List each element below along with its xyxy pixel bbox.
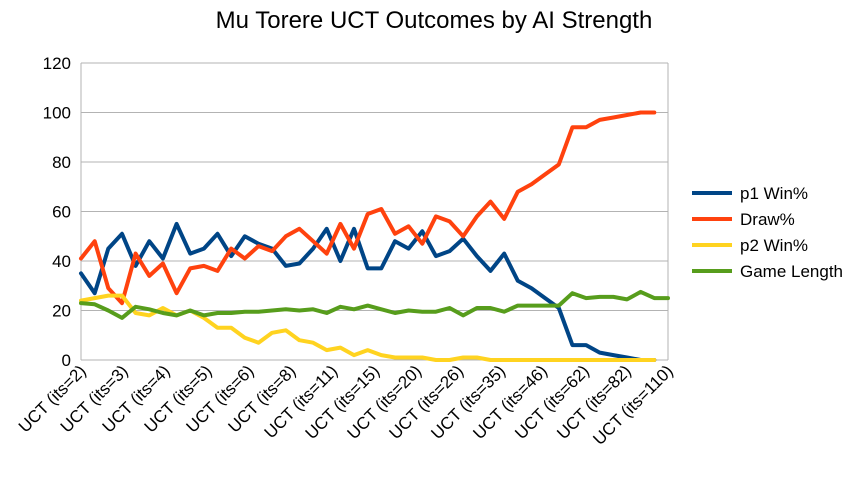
y-tick-label: 100	[43, 104, 71, 123]
y-tick-label: 40	[52, 252, 71, 271]
series-line-draw-	[79, 110, 657, 306]
legend-label: Game Length	[740, 262, 843, 281]
series-line-game-length	[79, 289, 670, 320]
gridlines	[80, 62, 669, 361]
x-axis-ticks: UCT (its=2)UCT (its=3)UCT (its=4)UCT (it…	[15, 361, 677, 448]
y-axis-ticks: 0 20 40 60 80 100 120	[43, 54, 71, 370]
chart-title: Mu Torere UCT Outcomes by AI Strength	[216, 7, 653, 34]
legend: p1 Win% Draw% p2 Win% Game Length	[692, 184, 843, 281]
y-tick-label: 0	[62, 351, 71, 370]
series-line-p1-win-	[79, 221, 657, 362]
y-tick-label: 60	[52, 203, 71, 222]
y-tick-label: 20	[52, 302, 71, 321]
legend-label: Draw%	[740, 210, 795, 229]
series-lines	[79, 110, 670, 362]
legend-label: p1 Win%	[740, 184, 808, 203]
y-tick-label: 120	[43, 54, 71, 73]
y-tick-label: 80	[52, 153, 71, 172]
legend-label: p2 Win%	[740, 236, 808, 255]
